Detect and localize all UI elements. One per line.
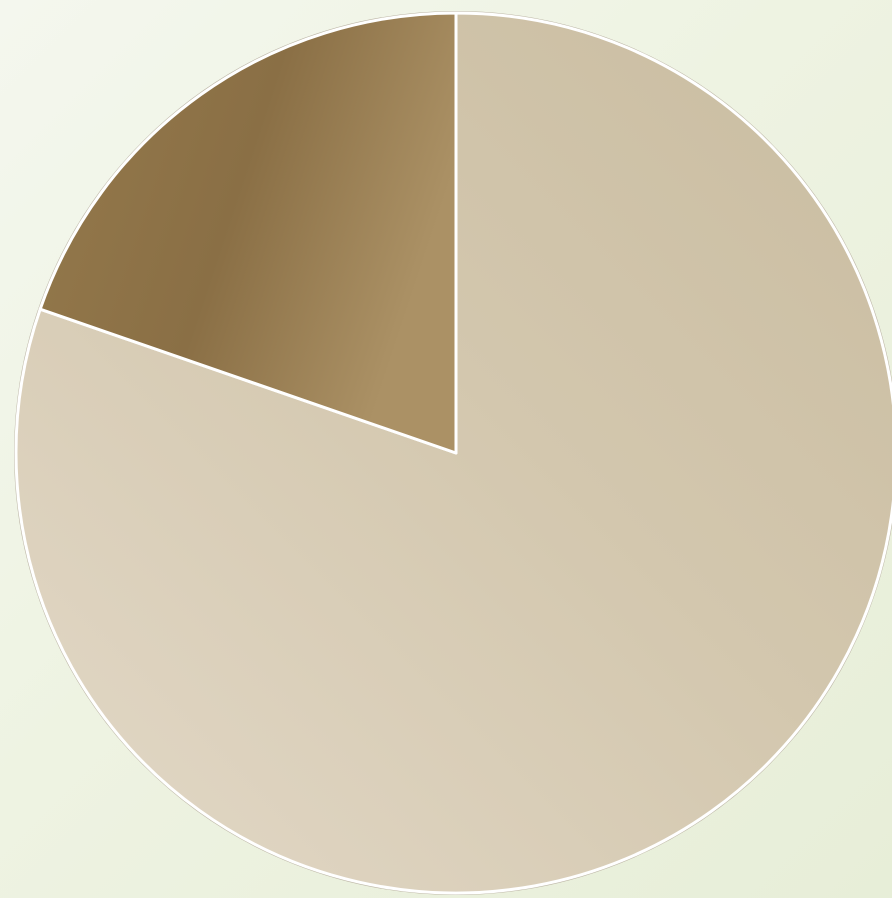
pie-slice-1 bbox=[38, 11, 458, 455]
pie-slices bbox=[14, 11, 892, 895]
